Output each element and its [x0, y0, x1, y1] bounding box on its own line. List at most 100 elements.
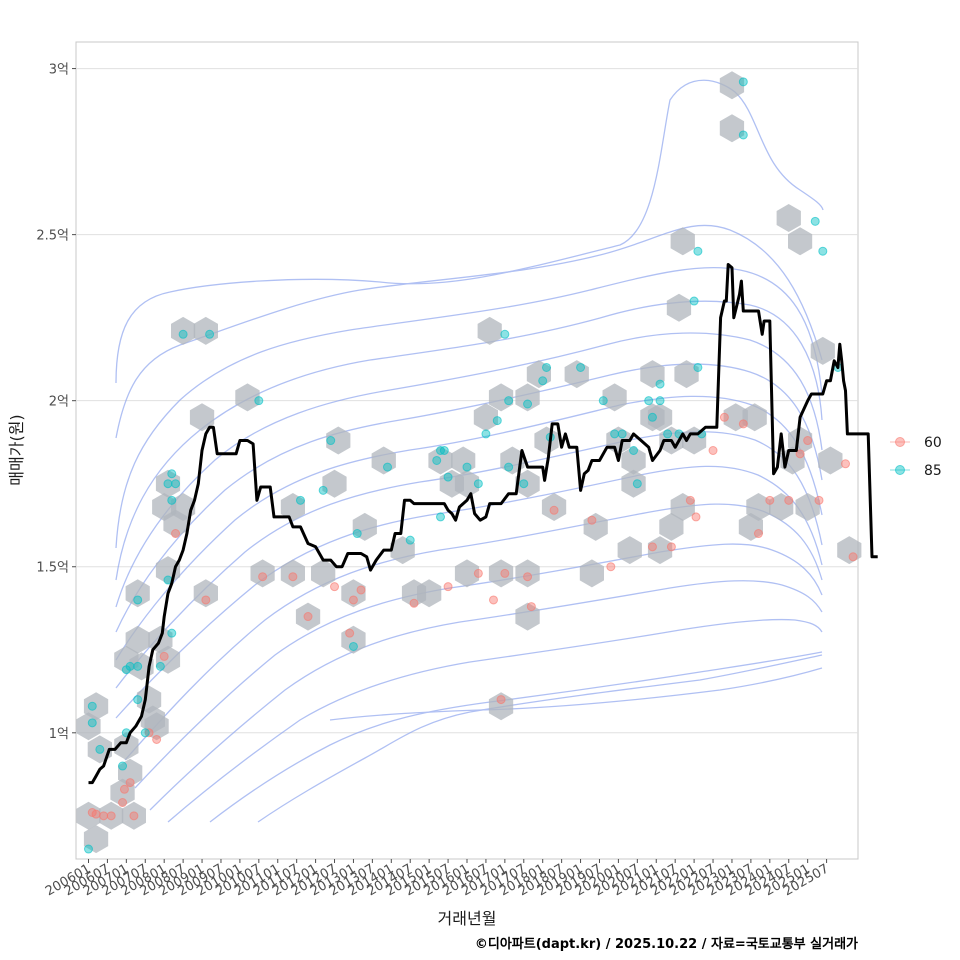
point-60: [526, 602, 536, 612]
x-axis-title: 거래년월: [438, 909, 497, 928]
hexbin-cell: [193, 579, 218, 608]
hexbin-cell: [171, 316, 196, 345]
point-85: [133, 661, 143, 671]
contour-line: [167, 618, 823, 823]
hexbin-cell: [640, 360, 665, 389]
point-85: [610, 429, 620, 439]
hexbin-cell: [250, 559, 275, 588]
point-85: [629, 446, 639, 455]
point-85: [125, 661, 135, 671]
point-60: [201, 595, 211, 605]
hexbin-cell: [818, 446, 843, 475]
point-85: [118, 761, 128, 771]
hexbin-cell: [390, 536, 415, 565]
hexbin-cell: [621, 446, 646, 475]
point-60: [258, 572, 268, 582]
hexbin-cell: [810, 336, 835, 365]
point-60: [666, 542, 676, 552]
point-60: [606, 562, 616, 572]
point-85: [133, 695, 143, 705]
point-60: [691, 512, 701, 522]
hexbin-cell: [666, 293, 692, 322]
point-85: [167, 628, 177, 638]
point-60: [685, 495, 695, 505]
point-60: [473, 568, 483, 578]
hexbin-cell: [788, 426, 813, 455]
hexbin-cell: [583, 512, 608, 541]
point-85: [163, 479, 173, 489]
point-85: [443, 472, 453, 482]
point-60: [159, 651, 169, 661]
contour-line: [115, 363, 823, 633]
point-85: [318, 485, 328, 495]
point-60: [848, 552, 858, 562]
hexbin-cell: [564, 360, 589, 389]
point-60: [803, 436, 813, 446]
hexbin-cell: [295, 602, 321, 631]
point-85: [632, 479, 642, 489]
point-60: [443, 582, 453, 592]
point-85: [155, 661, 165, 671]
legend-key-85: [895, 465, 905, 475]
hexbin-cell: [746, 493, 771, 521]
point-85: [436, 512, 446, 522]
hexbin-cell: [473, 403, 498, 432]
point-85: [140, 728, 150, 738]
point-60: [303, 612, 313, 622]
hexbin-cell: [280, 493, 305, 521]
point-85: [167, 469, 177, 479]
point-60: [125, 778, 135, 788]
point-60: [129, 811, 139, 821]
point-85: [295, 495, 305, 505]
hexbin-cell: [602, 383, 627, 412]
hexbin-cell: [322, 469, 347, 498]
hexbin-cell: [769, 493, 794, 521]
hexbin-cell: [837, 536, 862, 565]
point-60: [91, 809, 101, 819]
hexbin-cell: [742, 403, 767, 432]
trend-line: [88, 263, 878, 785]
point-85: [576, 362, 586, 372]
hexbin-cell: [341, 625, 366, 654]
x-axis: 2006012006072007012007072008012008072009…: [43, 859, 832, 899]
point-60: [795, 449, 805, 459]
hexbin-cell: [579, 559, 604, 588]
y-axis-title: 매매가(원): [7, 414, 26, 485]
hexbin-cell: [371, 446, 396, 475]
hexbin-cell: [526, 360, 551, 389]
point-60: [500, 568, 510, 578]
hexbin-cell: [670, 493, 695, 521]
point-85: [655, 379, 665, 389]
hexbin-cell: [788, 227, 813, 256]
point-60: [719, 412, 729, 422]
contour-line: [115, 224, 823, 439]
point-85: [644, 396, 654, 406]
point-85: [538, 376, 548, 386]
y-tick-label: 1.5억: [36, 561, 69, 576]
hexbin-cell: [647, 403, 673, 432]
point-60: [738, 419, 748, 429]
point-60: [119, 784, 129, 794]
point-60: [118, 798, 128, 808]
point-85: [133, 595, 143, 605]
hexbin-cell: [235, 383, 260, 412]
point-85: [617, 429, 627, 439]
point-85: [462, 462, 472, 472]
point-60: [348, 595, 358, 605]
point-85: [432, 455, 442, 465]
hexbin-cell: [659, 512, 684, 541]
point-60: [171, 529, 181, 539]
point-85: [598, 396, 608, 406]
point-85: [504, 396, 514, 406]
point-85: [500, 329, 510, 339]
hexbin-layer: [76, 71, 862, 854]
point-60: [784, 495, 794, 505]
point-85: [87, 701, 97, 711]
contour-line: [115, 266, 823, 549]
point-85: [254, 396, 264, 406]
point-85: [541, 362, 551, 372]
point-85: [492, 416, 502, 426]
hexbin-cell: [451, 446, 476, 475]
point-60: [765, 495, 775, 505]
hexbin-cell: [515, 559, 540, 588]
